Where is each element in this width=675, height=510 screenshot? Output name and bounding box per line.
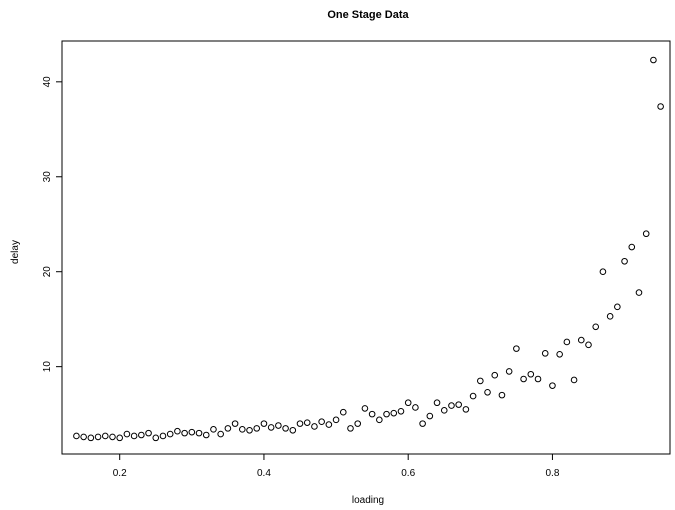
data-point bbox=[412, 404, 419, 411]
data-point bbox=[513, 345, 520, 352]
data-point bbox=[635, 289, 643, 296]
data-point bbox=[253, 425, 261, 432]
y-tick-label: 10 bbox=[42, 361, 53, 373]
data-point bbox=[462, 406, 470, 413]
x-tick-label: 0.2 bbox=[113, 468, 127, 479]
data-point bbox=[224, 425, 232, 432]
data-point bbox=[296, 420, 304, 427]
data-point bbox=[239, 426, 246, 433]
data-point bbox=[347, 425, 354, 432]
data-point bbox=[368, 410, 376, 418]
data-point bbox=[440, 407, 448, 414]
x-tick-label: 0.4 bbox=[257, 468, 271, 479]
x-tick-label: 0.8 bbox=[545, 468, 559, 479]
data-point bbox=[332, 416, 340, 424]
y-axis-label: delay bbox=[10, 240, 21, 264]
data-point bbox=[325, 421, 333, 428]
data-point bbox=[181, 429, 188, 437]
y-tick-label: 20 bbox=[42, 266, 53, 278]
data-point bbox=[282, 425, 289, 432]
data-points bbox=[73, 56, 664, 442]
data-point bbox=[426, 412, 434, 420]
data-point bbox=[642, 230, 650, 238]
x-axis-label: loading bbox=[352, 495, 384, 506]
data-point bbox=[477, 377, 484, 385]
data-point bbox=[614, 303, 621, 311]
data-point bbox=[166, 430, 174, 438]
data-point bbox=[246, 426, 253, 434]
data-point bbox=[361, 405, 369, 412]
data-point bbox=[549, 382, 556, 389]
data-point bbox=[628, 243, 636, 251]
data-point bbox=[621, 257, 628, 265]
y-tick-label: 40 bbox=[42, 76, 53, 88]
data-point bbox=[534, 375, 542, 383]
data-point bbox=[260, 420, 268, 427]
data-point bbox=[217, 430, 224, 438]
data-point bbox=[80, 433, 87, 441]
data-point bbox=[152, 434, 160, 442]
data-point bbox=[404, 399, 412, 407]
data-point bbox=[599, 268, 607, 276]
chart-title: One Stage Data bbox=[327, 9, 409, 21]
data-point bbox=[289, 426, 297, 434]
data-point bbox=[592, 323, 600, 331]
data-point bbox=[657, 103, 664, 110]
data-point bbox=[339, 408, 347, 416]
data-point bbox=[267, 424, 275, 431]
data-point bbox=[174, 427, 181, 435]
data-point bbox=[275, 422, 282, 429]
data-point bbox=[101, 432, 109, 440]
data-point bbox=[448, 402, 455, 409]
data-point bbox=[188, 428, 196, 436]
data-point bbox=[585, 341, 592, 349]
data-point bbox=[109, 433, 116, 441]
data-point bbox=[231, 420, 239, 427]
data-point bbox=[73, 432, 80, 440]
data-point bbox=[303, 419, 311, 426]
data-point bbox=[606, 313, 614, 320]
data-point bbox=[383, 410, 390, 418]
data-point bbox=[123, 430, 131, 438]
data-point bbox=[376, 416, 383, 424]
data-point bbox=[520, 375, 527, 383]
data-point bbox=[390, 409, 398, 417]
data-point bbox=[491, 371, 499, 379]
data-point bbox=[469, 392, 477, 400]
x-tick-label: 0.6 bbox=[401, 468, 415, 479]
data-point bbox=[94, 433, 102, 441]
data-point bbox=[563, 338, 571, 346]
data-point bbox=[527, 370, 535, 378]
data-point bbox=[556, 351, 563, 358]
data-point bbox=[145, 429, 152, 437]
data-point bbox=[202, 431, 210, 439]
data-point bbox=[354, 420, 362, 427]
data-point bbox=[433, 399, 441, 407]
y-axis: 10 20 30 40 bbox=[42, 76, 62, 372]
data-point bbox=[455, 401, 462, 408]
data-point bbox=[138, 431, 145, 439]
data-point bbox=[650, 56, 657, 64]
data-point bbox=[397, 407, 405, 415]
plot-frame bbox=[61, 40, 671, 455]
data-point bbox=[577, 336, 585, 344]
data-point bbox=[195, 429, 203, 437]
data-point bbox=[541, 350, 549, 357]
data-point bbox=[311, 423, 318, 430]
data-point bbox=[159, 432, 167, 440]
data-point bbox=[210, 426, 217, 433]
data-point bbox=[570, 376, 578, 384]
data-point bbox=[505, 368, 513, 375]
data-point bbox=[130, 432, 138, 440]
data-point bbox=[498, 391, 506, 399]
data-point bbox=[318, 418, 325, 426]
y-tick-label: 30 bbox=[42, 171, 53, 183]
data-point bbox=[484, 388, 491, 396]
data-point bbox=[116, 434, 123, 442]
x-axis: 0.2 0.4 0.6 0.8 bbox=[113, 454, 560, 479]
data-point bbox=[419, 420, 426, 427]
data-point bbox=[87, 434, 95, 442]
